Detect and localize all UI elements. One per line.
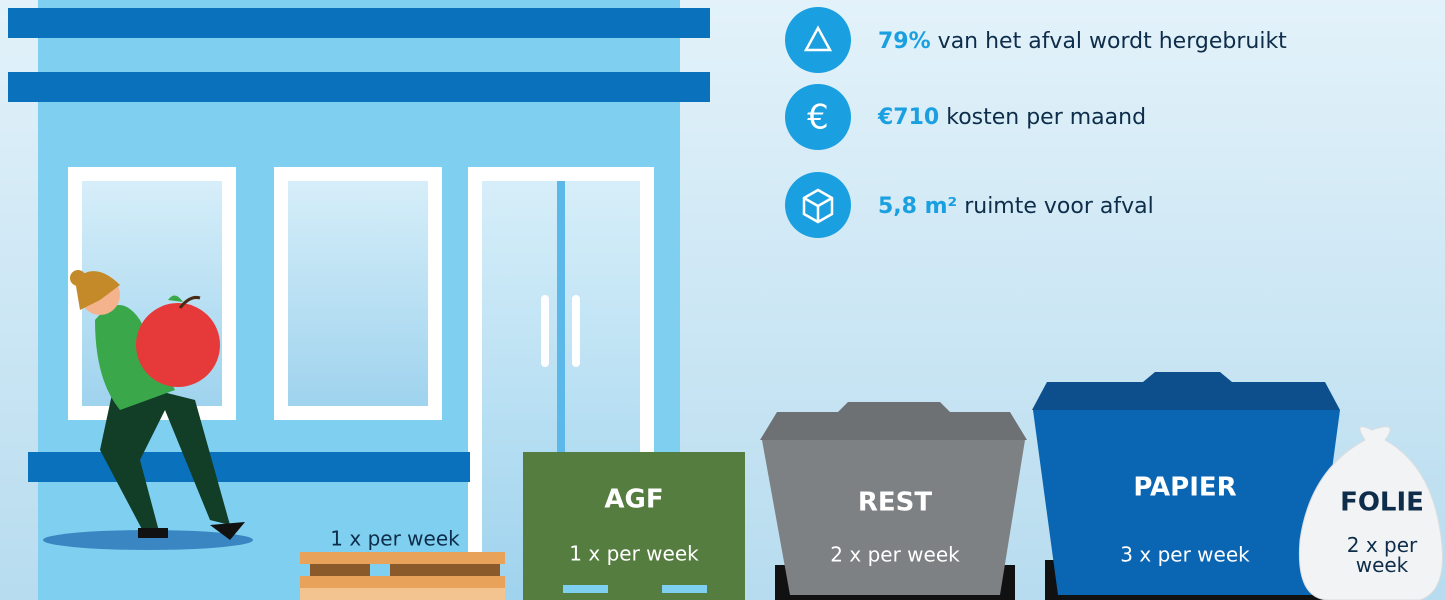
container-label: PAPIER <box>1133 473 1236 503</box>
stat: €710 kosten per maand <box>877 105 1146 130</box>
container-frequency: 1 x per week <box>569 542 699 566</box>
stat-text: ruimte voor afval <box>964 194 1154 219</box>
stat-highlight: 79% <box>878 29 931 54</box>
stat: 79% van het afval wordt hergebruikt <box>878 29 1287 54</box>
stat-text: kosten per maand <box>946 105 1146 130</box>
stat-text: van het afval wordt hergebruikt <box>938 29 1288 54</box>
pallet <box>300 552 505 600</box>
container-frequency: 2 x per week <box>1340 535 1424 575</box>
stat: 5,8 m² ruimte voor afval <box>878 194 1154 219</box>
container-label: FOLIE <box>1340 488 1424 518</box>
pallet-frequency: 1 x per week <box>330 527 460 551</box>
svg-text:€: € <box>807 98 829 138</box>
stat-highlight: 5,8 m² <box>878 194 957 219</box>
container-frequency-box: 2 x per week <box>1340 535 1424 585</box>
stat-highlight: €710 <box>877 105 939 130</box>
container-agf <box>523 452 745 600</box>
container-label: AGF <box>604 485 663 515</box>
stat-icons: € <box>785 7 851 238</box>
container-label: REST <box>858 488 933 518</box>
infographic: € 79% van het afval wordt hergebruikt €7… <box>0 0 1445 600</box>
container-frequency: 3 x per week <box>1120 543 1250 567</box>
container-frequency: 2 x per week <box>830 543 960 567</box>
